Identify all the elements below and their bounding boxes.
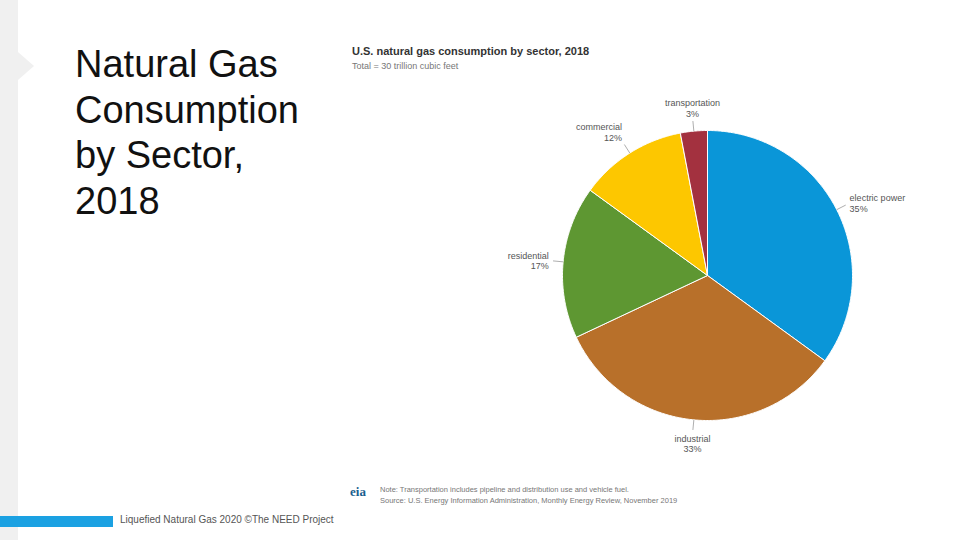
svg-text:electric power35%: electric power35% bbox=[850, 193, 906, 213]
svg-text:commercial12%: commercial12% bbox=[576, 122, 622, 142]
html-text:Total = 30 trillion cubic feet: Total = 30 trillion cubic feet bbox=[352, 61, 459, 71]
html-text:Source: U.S. Energy Informatio: Source: U.S. Energy Information Administ… bbox=[380, 496, 678, 505]
svg-text:residential17%: residential17% bbox=[508, 251, 549, 271]
svg-text:transportation3%: transportation3% bbox=[665, 98, 720, 118]
svg-text:industrial33%: industrial33% bbox=[674, 434, 710, 454]
html-text:eia: eia bbox=[350, 484, 366, 499]
html-text:Liquefied Natural Gas 2020 ©Th: Liquefied Natural Gas 2020 ©The NEED Pro… bbox=[120, 514, 334, 525]
html-text:U.S. natural gas consumption b: U.S. natural gas consumption by sector, … bbox=[352, 45, 590, 57]
html-text:Natural Gas Consumption by Sec: Natural Gas Consumption by Sector, 2018 bbox=[75, 43, 299, 222]
html-text:Note: Transportation includes: Note: Transportation includes pipeline a… bbox=[380, 485, 629, 494]
